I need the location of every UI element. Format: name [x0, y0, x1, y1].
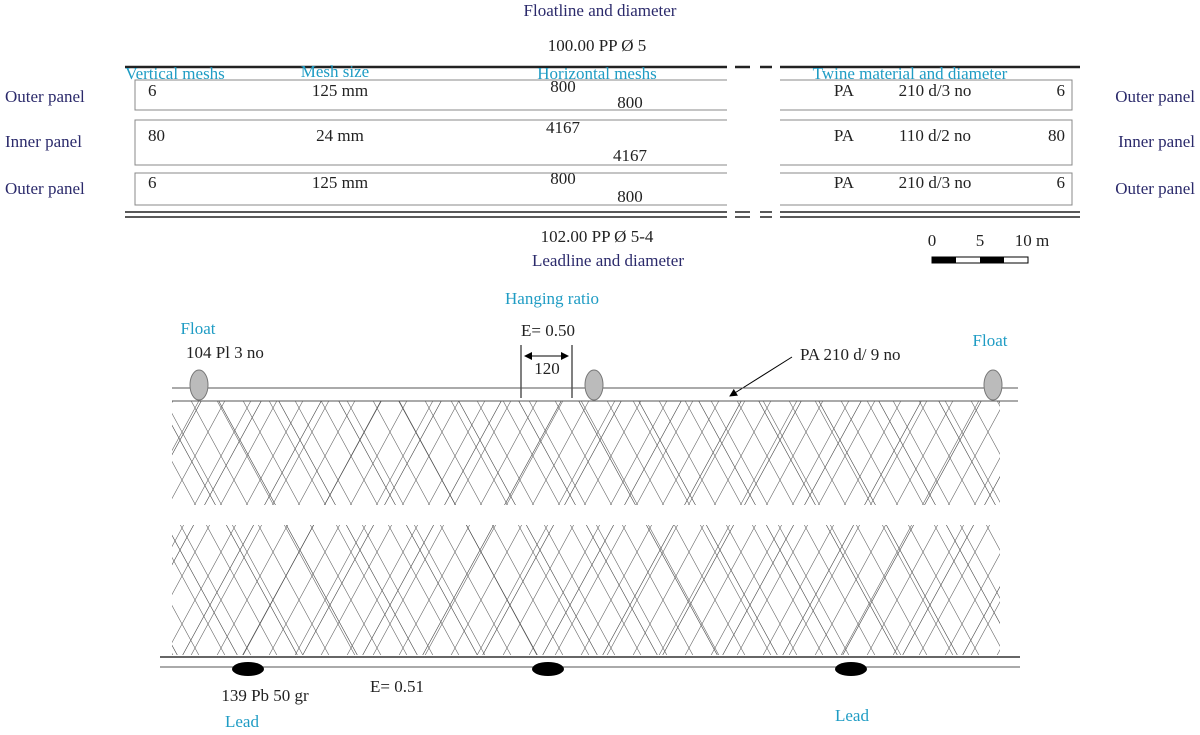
leadline-label: Leadline and diameter [532, 251, 684, 270]
panel-label: Outer panel [5, 87, 85, 106]
e-top: E= 0.50 [521, 321, 575, 340]
leadline-value: 102.00 PP Ø 5-4 [541, 227, 654, 246]
panel-count: 6 [1057, 81, 1066, 100]
horizontal-meshes: 4167 [546, 118, 581, 137]
float-spec: 104 Pl 3 no [186, 343, 264, 362]
panel-label: Outer panel [1115, 179, 1195, 198]
horizontal-meshes: 800 [617, 93, 643, 112]
header: Vertical meshs [125, 64, 225, 83]
header: Horizontal meshs [537, 64, 656, 83]
horizontal-meshes: 800 [550, 169, 576, 188]
scale-bar [931, 256, 1029, 264]
net [160, 345, 1020, 676]
twine-spec: PA 210 d/ 9 no [800, 345, 900, 364]
float-label: Float [973, 331, 1008, 350]
horizontal-meshes: 800 [550, 77, 576, 96]
panel-label: Outer panel [5, 179, 85, 198]
mesh-size: 125 mm [312, 173, 368, 192]
panel-label: Outer panel [1115, 87, 1195, 106]
panel-count: 80 [1048, 126, 1065, 145]
hanging-ratio: Hanging ratio [505, 289, 599, 308]
floatline-value: 100.00 PP Ø 5 [548, 36, 647, 55]
panel-label: Inner panel [1118, 132, 1195, 151]
panel-frame [125, 65, 1080, 218]
e-bottom: E= 0.51 [370, 677, 424, 696]
horizontal-meshes: 800 [617, 187, 643, 206]
twine-diameter: 210 d/3 no [899, 173, 972, 192]
scale-label: 10 m [1015, 231, 1049, 250]
vertical-meshes: 6 [148, 81, 157, 100]
mesh-size: 125 mm [312, 81, 368, 100]
lead-label: Lead [835, 706, 869, 725]
scale-label: 0 [928, 231, 937, 250]
twine-diameter: 110 d/2 no [899, 126, 971, 145]
mesh-size: 24 mm [316, 126, 364, 145]
vertical-meshes: 6 [148, 173, 157, 192]
lead-label: Lead [225, 712, 259, 731]
vertical-meshes: 80 [148, 126, 165, 145]
twine-material: PA [834, 81, 855, 100]
twine-diameter: 210 d/3 no [899, 81, 972, 100]
floatline-label: Floatline and diameter [524, 1, 677, 20]
panel-label: Inner panel [5, 132, 82, 151]
mesh-spacing: 120 [534, 359, 560, 378]
header: Mesh size [301, 62, 369, 81]
horizontal-meshes: 4167 [613, 146, 648, 165]
float-label: Float [181, 319, 216, 338]
header: Twine material and diameter [813, 64, 1008, 83]
lead-spec: 139 Pb 50 gr [221, 686, 309, 705]
panel-count: 6 [1057, 173, 1066, 192]
twine-material: PA [834, 126, 855, 145]
scale-label: 5 [976, 231, 985, 250]
twine-material: PA [834, 173, 855, 192]
